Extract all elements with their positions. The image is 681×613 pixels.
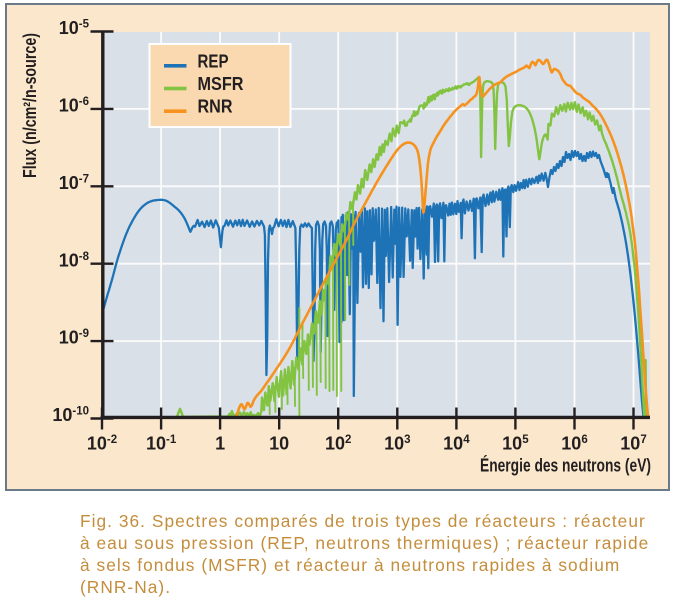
svg-text:1: 1	[215, 434, 225, 454]
svg-text:RNR: RNR	[198, 97, 233, 117]
svg-text:REP: REP	[198, 52, 229, 72]
svg-text:MSFR: MSFR	[198, 74, 244, 94]
svg-text:Flux (n/cm²/n-source): Flux (n/cm²/n-source)	[20, 33, 40, 178]
svg-text:10: 10	[269, 434, 289, 454]
svg-text:107: 107	[620, 434, 646, 454]
svg-text:106: 106	[561, 434, 587, 454]
svg-text:Énergie des neutrons (eV): Énergie des neutrons (eV)	[480, 455, 651, 476]
svg-text:103: 103	[384, 434, 410, 454]
svg-text:102: 102	[325, 434, 351, 454]
